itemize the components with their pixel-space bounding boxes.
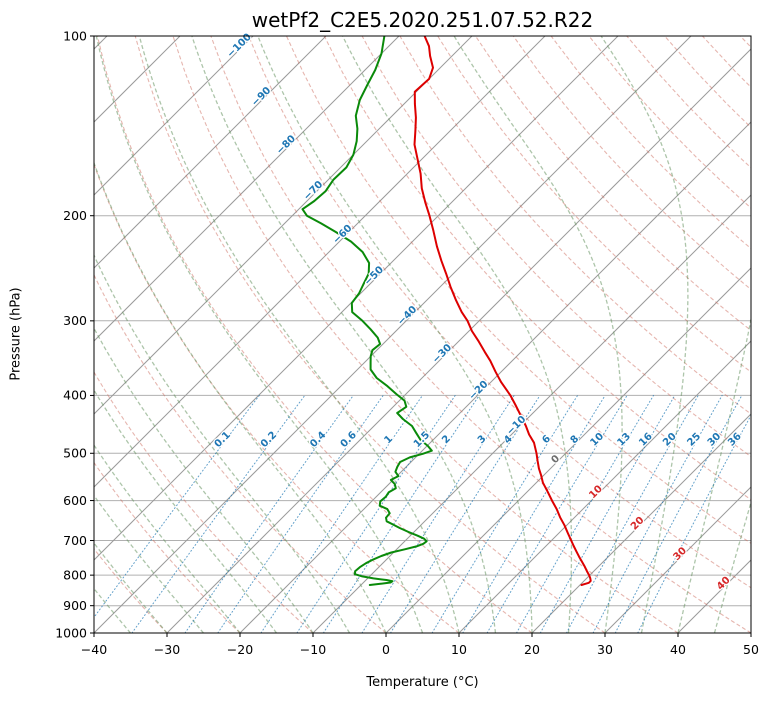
svg-text:600: 600 <box>63 493 87 508</box>
axes-frame <box>93 35 752 634</box>
svg-text:900: 900 <box>63 598 87 613</box>
svg-text:30: 30 <box>597 642 613 657</box>
svg-text:20: 20 <box>524 642 540 657</box>
isotherm-lines <box>94 36 751 633</box>
svg-text:−30: −30 <box>154 642 180 657</box>
y-axis-label: Pressure (hPa) <box>8 287 24 381</box>
y-tick-labels: 100 200 300 400 500 600 700 800 900 1000 <box>55 28 87 640</box>
svg-text:−20: −20 <box>227 642 253 657</box>
svg-text:1000: 1000 <box>55 625 87 640</box>
svg-text:200: 200 <box>63 208 87 223</box>
mixing-ratio-lines <box>94 394 751 633</box>
svg-text:800: 800 <box>63 567 87 582</box>
x-tick-labels: −40 −30 −20 −10 0 10 20 30 40 50 <box>81 642 759 657</box>
svg-text:10: 10 <box>451 642 467 657</box>
svg-text:500: 500 <box>63 446 87 461</box>
dry-adiabats <box>94 36 751 633</box>
svg-text:0: 0 <box>382 642 390 657</box>
svg-text:300: 300 <box>63 313 87 328</box>
temperature-curve <box>413 36 592 586</box>
plot-area <box>94 36 751 633</box>
dewpoint-curve <box>301 36 433 586</box>
x-axis-label: Temperature (°C) <box>366 675 479 690</box>
chart-title: wetPf2_C2E5.2020.251.07.52.R22 <box>251 8 594 32</box>
svg-text:−10: −10 <box>300 642 326 657</box>
svg-text:700: 700 <box>63 533 87 548</box>
svg-text:50: 50 <box>743 642 759 657</box>
svg-text:40: 40 <box>670 642 686 657</box>
svg-text:400: 400 <box>63 388 87 403</box>
svg-text:100: 100 <box>63 28 87 43</box>
svg-text:−40: −40 <box>81 642 107 657</box>
tick-marks <box>90 35 752 637</box>
